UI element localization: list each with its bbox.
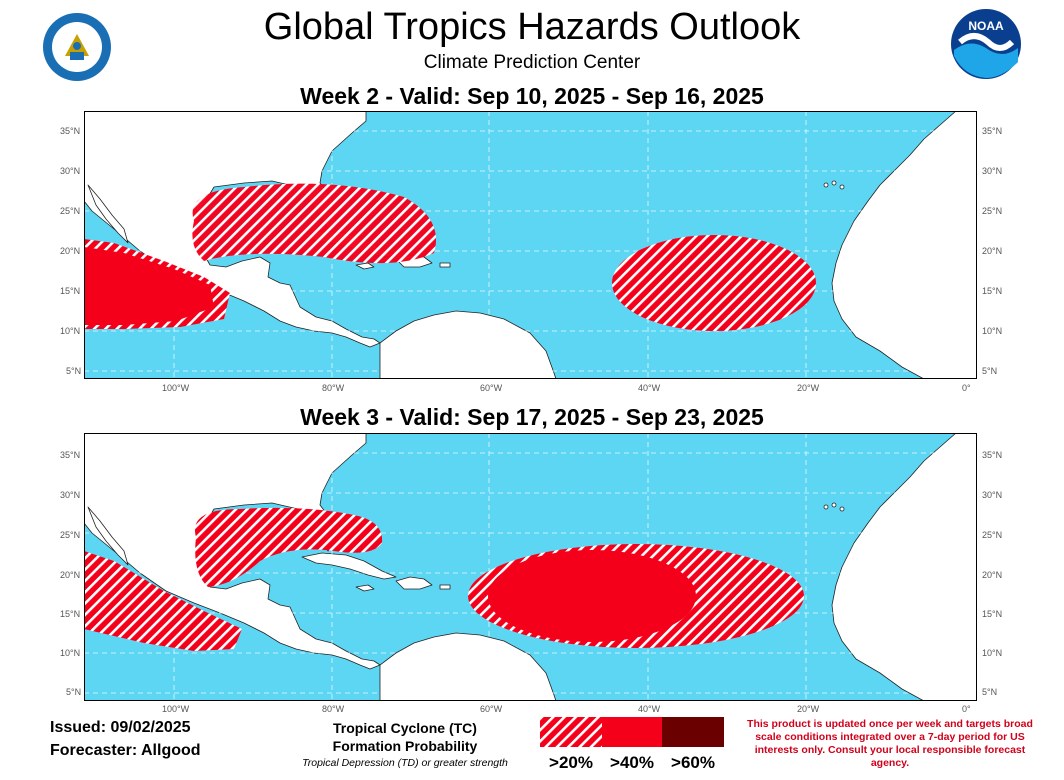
w3-lat-10: 10°N (60, 648, 81, 658)
w3-lat-5: 5°N (66, 687, 82, 697)
legend-title-2: Formation Probability (332, 738, 478, 754)
w2-lat-20: 20°N (60, 246, 81, 256)
week2-map (84, 111, 977, 379)
page-title: Global Tropics Hazards Outlook (263, 6, 801, 48)
w3-rlat-20: 20°N (982, 570, 1003, 580)
w3-lat-15: 15°N (60, 609, 81, 619)
w3-lon-100: 100°W (162, 704, 190, 714)
w2-rlat-30: 30°N (982, 166, 1003, 176)
w3-rlat-25: 25°N (982, 530, 1003, 540)
legend-label-40: >40% (610, 753, 654, 772)
w3-rlat-35: 35°N (982, 450, 1003, 460)
w3-lat-30: 30°N (60, 490, 81, 500)
w3-lat-25: 25°N (60, 530, 81, 540)
w2-lat-10: 10°N (60, 326, 81, 336)
week3-epac-hazard (84, 551, 242, 651)
w2-lon-100: 100°W (162, 383, 190, 393)
w2-lat-30: 30°N (60, 166, 81, 176)
w2-lon-40: 40°W (638, 383, 661, 393)
w2-rlat-5: 5°N (982, 366, 998, 376)
noaa-logo-text: NOAA (968, 19, 1004, 33)
dept-commerce-seal (42, 12, 112, 82)
w3-lon-40: 40°W (638, 704, 661, 714)
w3-lat-20: 20°N (60, 570, 81, 580)
week2-atlantic-hazard (612, 235, 816, 331)
week3-map (84, 433, 977, 701)
legend-note: Tropical Depression (TD) or greater stre… (302, 757, 508, 769)
legend-swatch-20 (540, 717, 602, 747)
w2-rlat-10: 10°N (982, 326, 1003, 336)
noaa-logo: NOAA (950, 8, 1022, 80)
w3-rlat-10: 10°N (982, 648, 1003, 658)
w2-rlat-20: 20°N (982, 246, 1003, 256)
week2-epac-hazard-40 (84, 247, 214, 325)
legend-swatch-40 (602, 717, 662, 747)
w2-lat-15: 15°N (60, 286, 81, 296)
w3-rlat-30: 30°N (982, 490, 1003, 500)
w3-lon-20: 20°W (797, 704, 820, 714)
w2-lat-25: 25°N (60, 206, 81, 216)
w3-lon-0: 0° (962, 704, 971, 714)
legend-label-20: >20% (549, 753, 593, 772)
week3-gulf-hazard (194, 507, 383, 587)
legend-label-60: >60% (671, 753, 715, 772)
week3-mdr-hazard-40 (488, 550, 696, 642)
legend-title-1: Tropical Cyclone (TC) (333, 720, 477, 736)
week2-gulf-hazard (192, 183, 436, 264)
forecaster: Forecaster: Allgood (50, 742, 201, 759)
week2-title: Week 2 - Valid: Sep 10, 2025 - Sep 16, 2… (300, 83, 764, 109)
w2-lon-0: 0° (962, 383, 971, 393)
w2-rlat-35: 35°N (982, 126, 1003, 136)
w3-lat-35: 35°N (60, 450, 81, 460)
page-subtitle: Climate Prediction Center (423, 52, 641, 73)
issued-date: Issued: 09/02/2025 (50, 719, 191, 736)
disclaimer: This product is updated once per week an… (747, 718, 1033, 769)
w2-lat-5: 5°N (66, 366, 82, 376)
w3-lon-60: 60°W (480, 704, 503, 714)
w3-lon-80: 80°W (322, 704, 345, 714)
week3-title: Week 3 - Valid: Sep 17, 2025 - Sep 23, 2… (300, 404, 764, 430)
w2-lat-35: 35°N (60, 126, 81, 136)
w3-rlat-15: 15°N (982, 609, 1003, 619)
w2-lon-60: 60°W (480, 383, 503, 393)
w2-lon-80: 80°W (322, 383, 345, 393)
legend-swatch-60 (662, 717, 724, 747)
w3-rlat-5: 5°N (982, 687, 998, 697)
w2-lon-20: 20°W (797, 383, 820, 393)
legend-swatches (540, 717, 724, 747)
w2-rlat-25: 25°N (982, 206, 1003, 216)
w2-rlat-15: 15°N (982, 286, 1003, 296)
